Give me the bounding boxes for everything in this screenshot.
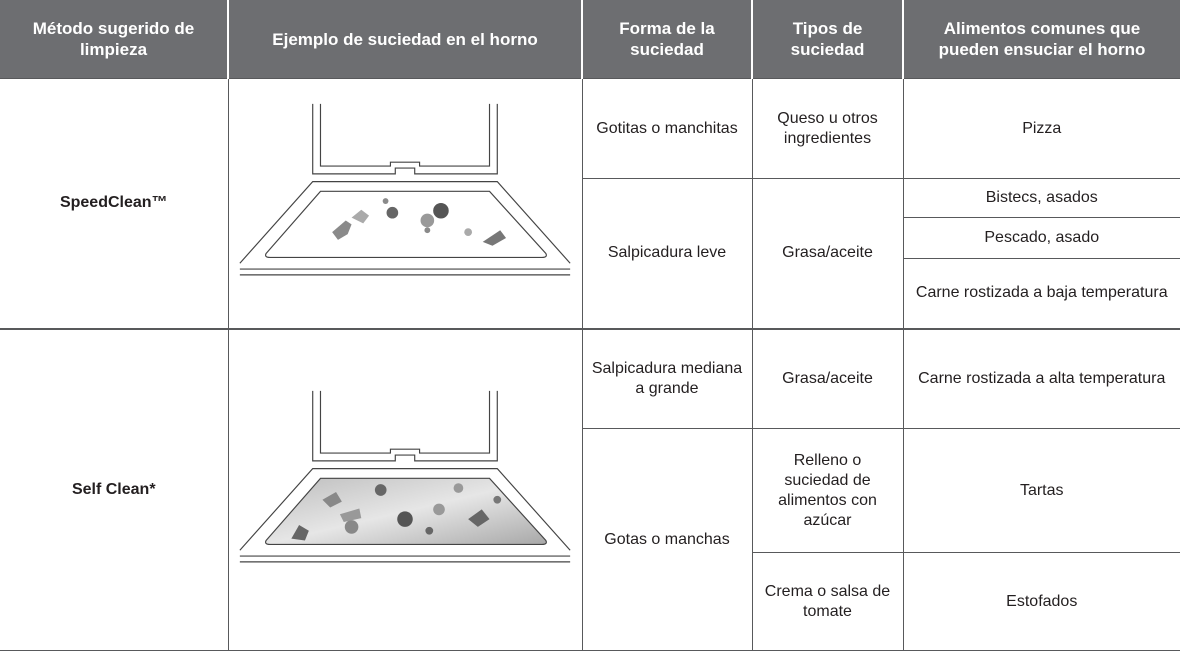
food: Bistecs, asados bbox=[902, 178, 1180, 218]
soil-form: Gotitas o manchitas bbox=[581, 78, 753, 179]
header-cell: Ejemplo de suciedad en el horno bbox=[227, 0, 582, 79]
header-cell: Tipos de suciedad bbox=[751, 0, 903, 79]
soil-form: Salpicadura mediana a grande bbox=[581, 327, 753, 429]
oven-light-soil bbox=[239, 104, 571, 276]
illustration bbox=[227, 327, 583, 651]
soil-type: Grasa/aceite bbox=[751, 327, 904, 429]
row: Carne rostizada a baja temperatura bbox=[0, 258, 1180, 329]
method: Self Clean* bbox=[0, 327, 229, 651]
food: Pizza bbox=[902, 78, 1180, 179]
row: SpeedClean™ Gotitas o manc bbox=[0, 78, 1180, 329]
soil-type: Queso u otros ingredientes bbox=[751, 78, 904, 179]
header-cell: Forma de la suciedad bbox=[581, 0, 752, 79]
illustration bbox=[227, 78, 583, 329]
food: Pescado, asado bbox=[902, 217, 1180, 259]
food: Carne rostizada a alta temperatura bbox=[902, 327, 1180, 429]
food: Tartas bbox=[902, 428, 1180, 553]
food: Carne rostizada a baja temperatura bbox=[902, 258, 1180, 329]
soil-form: Salpicadura leve bbox=[581, 178, 753, 329]
header-row: Método sugerido de limpieza Ejemplo de s… bbox=[0, 0, 1180, 79]
method: SpeedClean™ bbox=[0, 78, 229, 329]
oven-heavy-soil bbox=[239, 390, 571, 563]
food: Estofados bbox=[902, 552, 1180, 651]
row: Self Clean* bbox=[0, 327, 1180, 651]
soil-type: Grasa/aceite bbox=[751, 178, 904, 329]
row: Gotas o manchas Relleno o suciedad de al… bbox=[0, 428, 1180, 651]
row: Crema o salsa de tomate Estofados bbox=[0, 552, 1180, 651]
soil-form: Gotas o manchas bbox=[581, 428, 753, 651]
soil-type: Crema o salsa de tomate bbox=[751, 552, 904, 651]
soil-type: Relleno o suciedad de alimentos con azúc… bbox=[751, 428, 904, 553]
header-cell: Alimentos comunes que pueden ensuciar el… bbox=[902, 0, 1180, 79]
header-cell: Método sugerido de limpieza bbox=[0, 0, 228, 79]
